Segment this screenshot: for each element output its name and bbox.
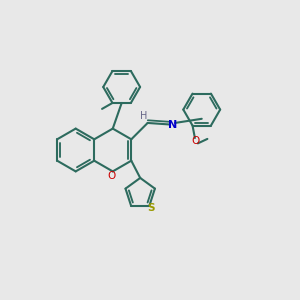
Text: S: S (147, 203, 154, 213)
Text: O: O (107, 171, 116, 181)
Text: O: O (191, 136, 200, 146)
Text: N: N (168, 120, 177, 130)
Text: H: H (140, 111, 148, 122)
